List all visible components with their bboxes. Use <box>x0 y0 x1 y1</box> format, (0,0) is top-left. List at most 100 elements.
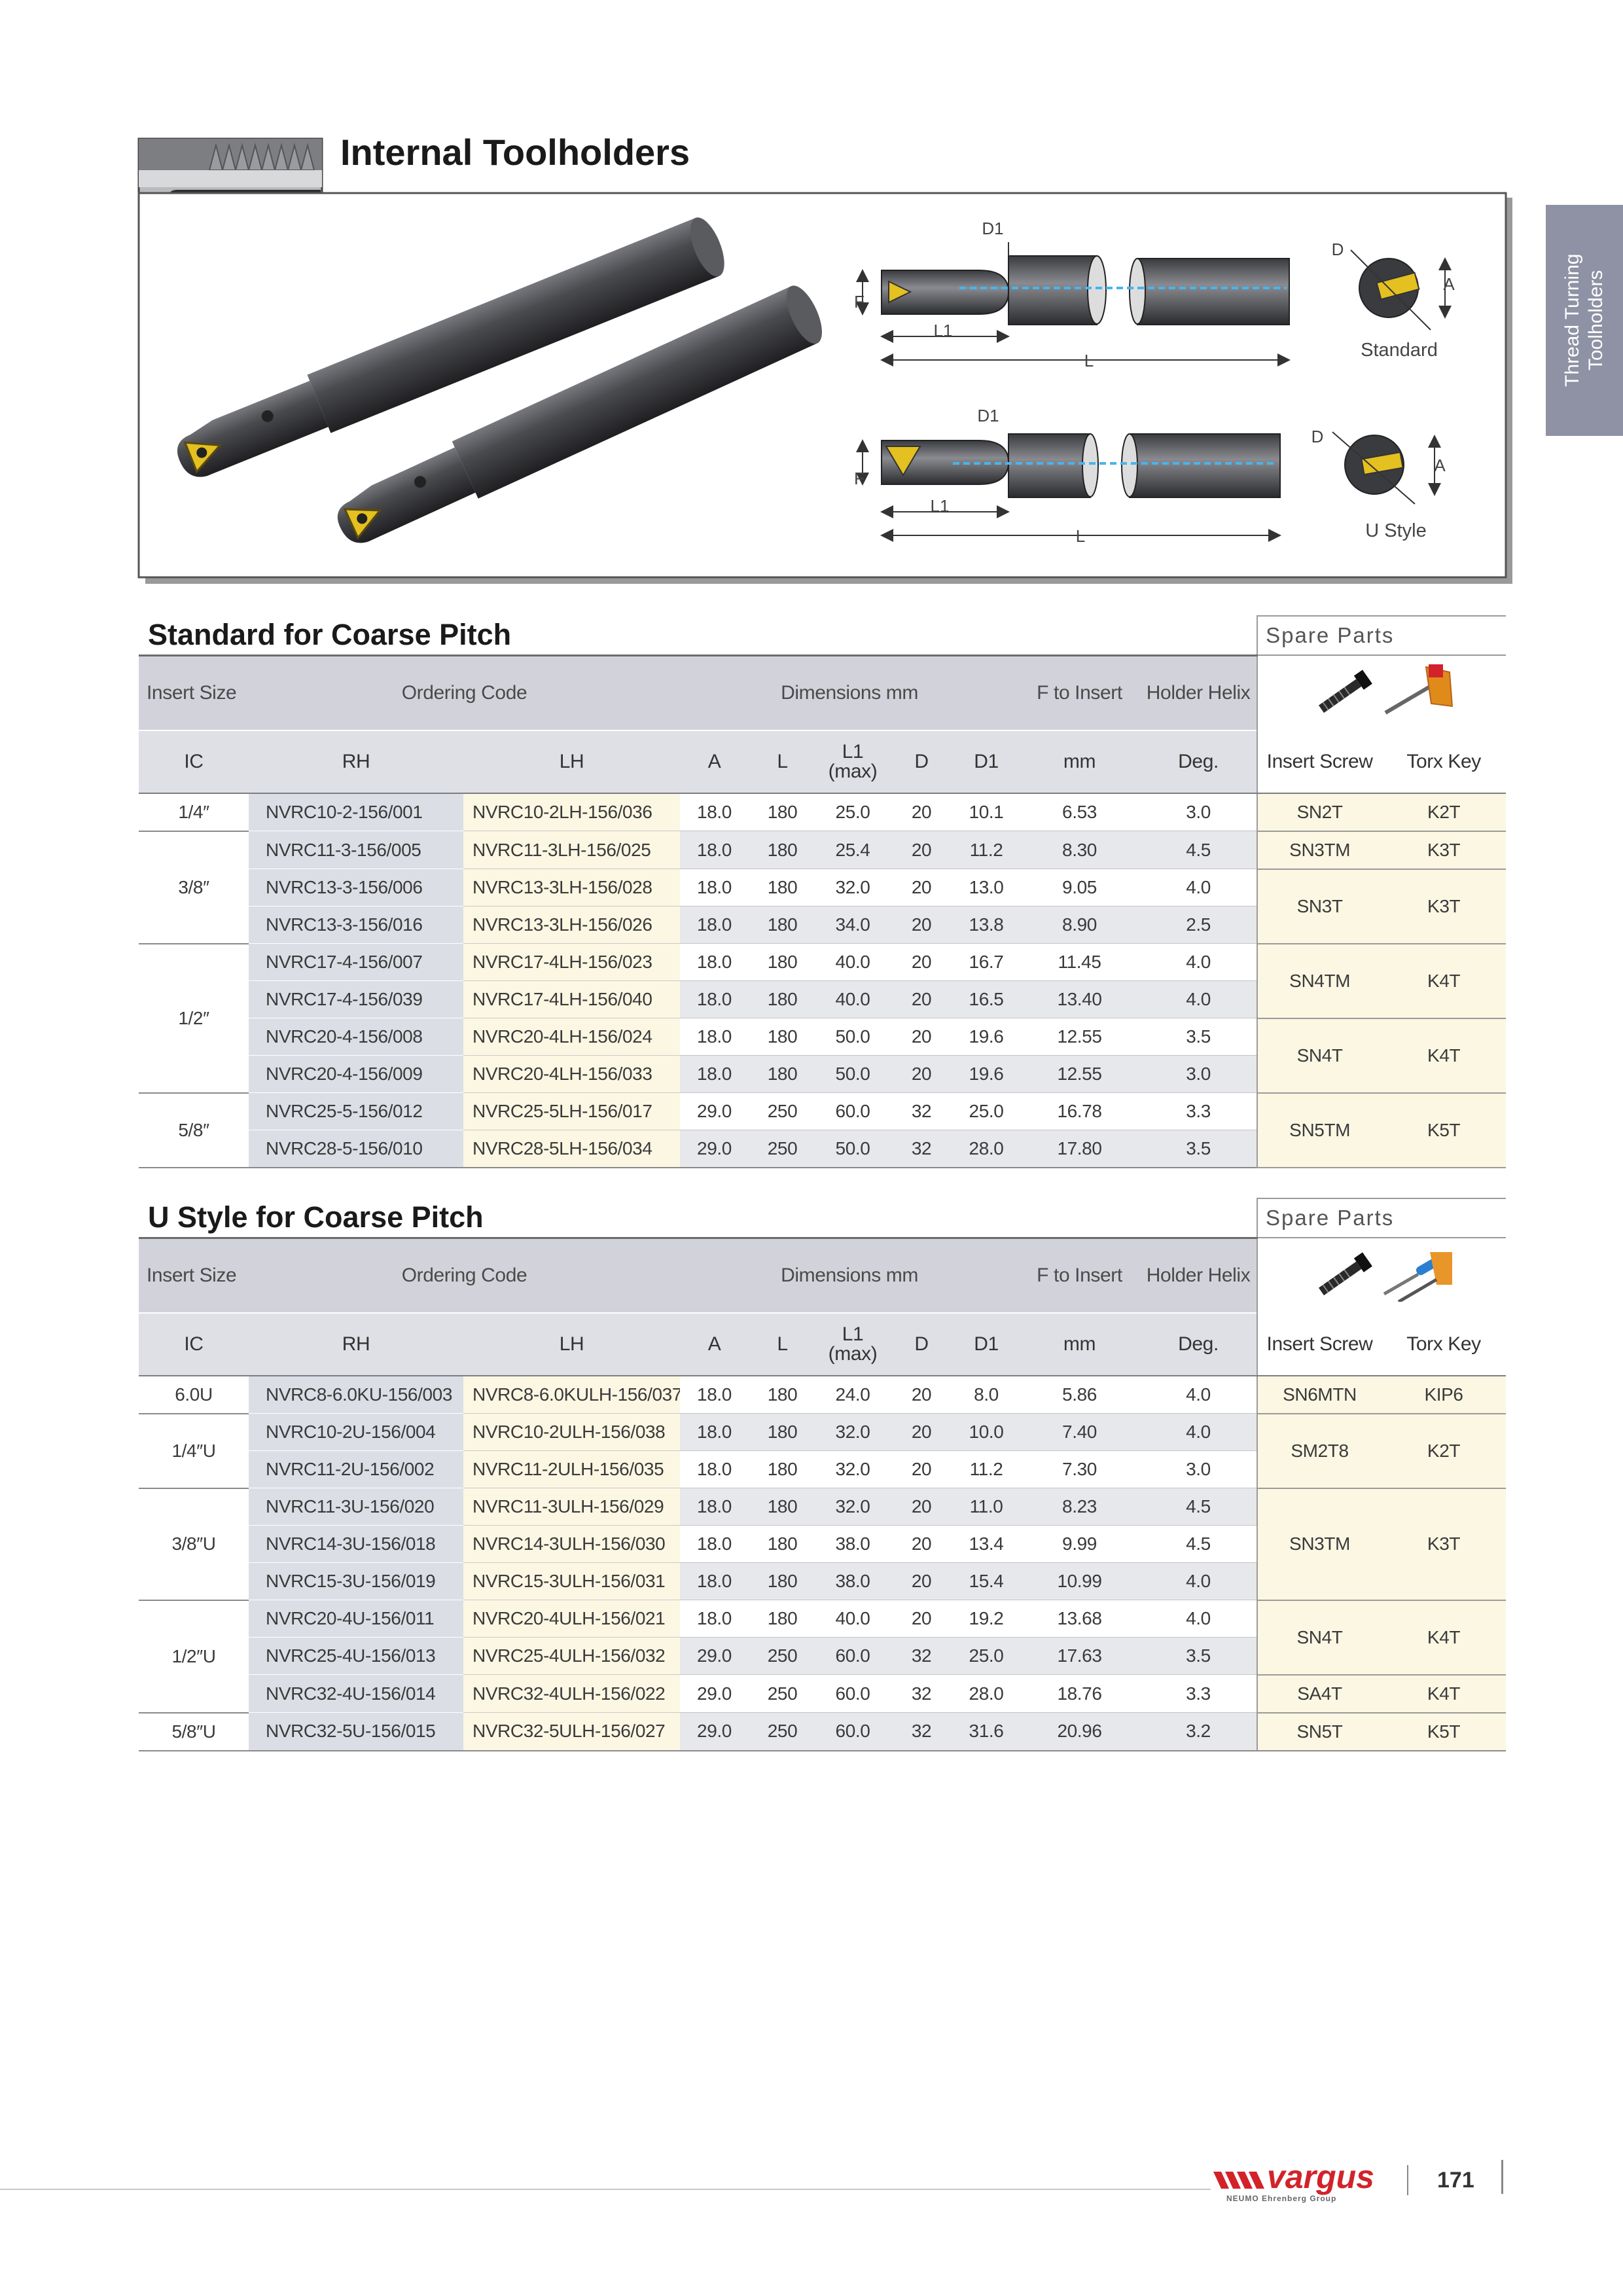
dimension: 4.0 <box>1140 1375 1257 1414</box>
dimension: 40.0 <box>816 1600 889 1638</box>
table-row: 6.0U NVRC8-6.0KU-156/003 NVRC8-6.0KULH-156… <box>139 1375 1506 1414</box>
footer-rule <box>0 2189 1211 2190</box>
dimension: 3.2 <box>1140 1712 1257 1751</box>
dimension: 28.0 <box>954 1674 1019 1713</box>
column-header: D <box>889 1312 954 1376</box>
spare-parts-title: Spare Parts <box>1257 1198 1506 1238</box>
dim-label: D <box>1332 240 1344 259</box>
page-number: 171 <box>1437 2168 1474 2193</box>
lh-code: NVRC15-3ULH-156/031 <box>463 1562 680 1600</box>
dimension: 20 <box>889 1450 954 1488</box>
insert-screw: SN5T <box>1257 1712 1382 1751</box>
dimension: 29.0 <box>680 1130 749 1168</box>
table-row: 3/8″ NVRC11-3-156/005 NVRC11-3LH-156/025 18… <box>139 831 1507 944</box>
rh-code: NVRC20-4-156/008 <box>249 1018 463 1056</box>
dimension: 180 <box>749 980 816 1018</box>
dimension: 18.0 <box>680 943 749 981</box>
dimension: 16.7 <box>954 943 1019 981</box>
section-title: U Style for Coarse Pitch <box>139 1198 1257 1239</box>
spare-parts-icons <box>1257 1238 1506 1313</box>
rh-code: NVRC11-3-156/005 <box>249 831 463 869</box>
dimension: 7.40 <box>1019 1413 1140 1451</box>
rh-code: NVRC28-5-156/010 <box>249 1130 463 1168</box>
dimension: 25.0 <box>816 793 889 831</box>
dimension: 18.0 <box>680 1413 749 1451</box>
figure: D1 F L1 L D A Standard D1 F L1 L D A U S… <box>137 192 1512 584</box>
dimension: 3.3 <box>1140 1092 1258 1130</box>
column-header: A <box>680 1312 749 1376</box>
insert-screw: SN4TM <box>1257 943 1382 1019</box>
dim-label: D <box>1311 427 1324 446</box>
dim-label: L <box>1084 351 1094 370</box>
column-header: LH <box>463 1312 680 1376</box>
group-header: Dimensions mm <box>680 655 1019 730</box>
rh-code: NVRC11-2U-156/002 <box>249 1450 463 1488</box>
group-header: Holder Helix <box>1140 1238 1257 1313</box>
dimension: 3.0 <box>1140 793 1258 831</box>
diagram-caption: U Style <box>1365 520 1426 541</box>
dimension: 13.68 <box>1019 1600 1140 1638</box>
lh-code: NVRC17-4LH-156/023 <box>463 943 680 981</box>
dimension: 4.0 <box>1140 980 1258 1018</box>
dimension: 5.86 <box>1019 1375 1140 1414</box>
rh-code: NVRC25-4U-156/013 <box>249 1637 463 1675</box>
dimension: 25.0 <box>954 1637 1019 1675</box>
lh-code: NVRC28-5LH-156/034 <box>463 1130 680 1168</box>
column-header: L1 (max) <box>816 1312 889 1376</box>
column-header: Torx Key <box>1382 729 1507 794</box>
dimension: 180 <box>749 906 816 944</box>
lh-code: NVRC8-6.0KULH-156/037 <box>463 1375 680 1414</box>
dimension: 4.0 <box>1140 1562 1257 1600</box>
insert-size: 1/4″U <box>139 1413 249 1489</box>
dimension: 11.2 <box>954 831 1019 869</box>
column-header: Deg. <box>1140 1312 1257 1376</box>
dimension: 12.55 <box>1019 1055 1140 1093</box>
section-title: Standard for Coarse Pitch <box>139 616 1258 656</box>
dimension: 13.8 <box>954 906 1019 944</box>
insert-screw: SN6MTN <box>1257 1375 1382 1414</box>
dimension: 18.0 <box>680 1055 749 1093</box>
torx-key: K5T <box>1382 1712 1506 1751</box>
dimension: 25.4 <box>816 831 889 869</box>
rh-code: NVRC17-4-156/039 <box>249 980 463 1018</box>
column-header: D1 <box>954 729 1019 794</box>
lh-code: NVRC10-2ULH-156/038 <box>463 1413 680 1451</box>
dimension: 50.0 <box>816 1018 889 1056</box>
dimension: 18.0 <box>680 869 749 906</box>
dimension: 3.5 <box>1140 1637 1257 1675</box>
dimension: 18.0 <box>680 1562 749 1600</box>
group-header: Holder Helix <box>1140 655 1258 730</box>
dimension: 32.0 <box>816 1450 889 1488</box>
dimension: 18.0 <box>680 906 749 944</box>
group-header: Ordering Code <box>249 1238 680 1313</box>
dimension: 19.2 <box>954 1600 1019 1638</box>
lh-code: NVRC25-4ULH-156/032 <box>463 1637 680 1675</box>
column-header: L <box>749 1312 816 1376</box>
spare-parts-icons <box>1257 655 1507 730</box>
lh-code: NVRC13-3LH-156/028 <box>463 869 680 906</box>
column-header: D1 <box>954 1312 1019 1376</box>
dimension: 20 <box>889 1525 954 1563</box>
dimension: 31.6 <box>954 1712 1019 1751</box>
rh-code: NVRC14-3U-156/018 <box>249 1525 463 1563</box>
column-header: RH <box>249 1312 463 1376</box>
dimension: 18.0 <box>680 1018 749 1056</box>
dimension: 180 <box>749 1562 816 1600</box>
dimension: 18.0 <box>680 831 749 869</box>
dim-label: L <box>1076 526 1085 546</box>
dimension: 24.0 <box>816 1375 889 1414</box>
lh-code: NVRC20-4ULH-156/021 <box>463 1600 680 1638</box>
dimension: 20 <box>889 1018 954 1056</box>
group-header: Insert Size <box>139 1238 249 1313</box>
brand-group: NEUMO Ehrenberg Group <box>1226 2194 1337 2203</box>
column-header: IC <box>139 729 249 794</box>
page-title: Internal Toolholders <box>340 132 690 173</box>
dimension: 3.3 <box>1140 1674 1257 1713</box>
column-header: mm <box>1019 1312 1140 1376</box>
standard-table-block: Standard for Coarse Pitch Spare Parts Inse… <box>139 615 1507 1168</box>
group-header: F to Insert <box>1019 655 1140 730</box>
dimension: 250 <box>749 1712 816 1751</box>
dimension: 4.0 <box>1140 943 1258 981</box>
dimension: 12.55 <box>1019 1018 1140 1056</box>
dimension: 250 <box>749 1130 816 1168</box>
